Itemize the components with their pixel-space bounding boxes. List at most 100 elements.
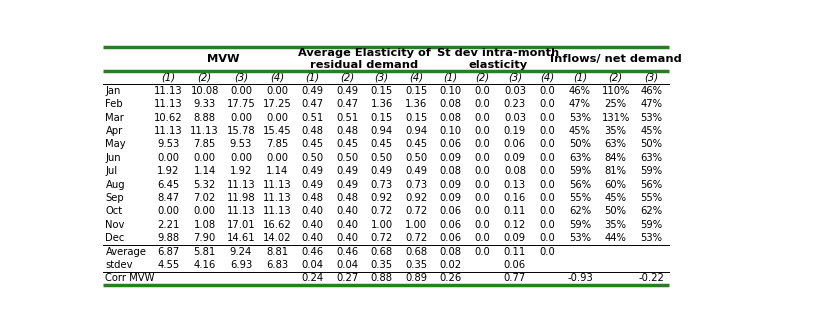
Text: 0.15: 0.15 [405,86,427,96]
Text: -0.22: -0.22 [639,274,664,283]
Text: 0.0: 0.0 [539,233,555,243]
Text: 0.00: 0.00 [267,153,288,163]
Text: 0.0: 0.0 [475,206,491,216]
Text: 17.75: 17.75 [226,99,255,109]
Text: 0.0: 0.0 [539,220,555,230]
Text: 8.47: 8.47 [157,193,179,203]
Text: 0.46: 0.46 [302,247,323,257]
Text: 15.78: 15.78 [226,126,255,136]
Text: 0.11: 0.11 [504,206,526,216]
Text: 6.87: 6.87 [157,247,179,257]
Text: 53%: 53% [640,113,663,123]
Text: 0.12: 0.12 [504,220,526,230]
Text: 0.24: 0.24 [302,274,323,283]
Text: 0.68: 0.68 [405,247,427,257]
Text: 0.40: 0.40 [336,220,358,230]
Text: 0.00: 0.00 [157,153,179,163]
Text: 0.51: 0.51 [301,113,323,123]
Text: 0.0: 0.0 [475,180,491,190]
Text: 0.27: 0.27 [336,274,358,283]
Text: 11.13: 11.13 [154,86,183,96]
Text: 0.06: 0.06 [439,206,462,216]
Text: (4): (4) [409,72,423,82]
Text: 55%: 55% [569,193,591,203]
Text: 45%: 45% [640,126,663,136]
Text: 59%: 59% [569,220,591,230]
Text: 62%: 62% [569,206,591,216]
Text: 0.0: 0.0 [475,140,491,149]
Text: 0.45: 0.45 [405,140,427,149]
Text: 0.08: 0.08 [439,166,462,176]
Text: 0.10: 0.10 [439,86,462,96]
Text: stdev: stdev [105,260,133,270]
Text: 0.40: 0.40 [336,233,358,243]
Text: 0.0: 0.0 [475,126,491,136]
Text: 0.10: 0.10 [439,126,462,136]
Text: 0.0: 0.0 [539,86,555,96]
Text: 7.85: 7.85 [193,140,216,149]
Text: 0.92: 0.92 [405,193,427,203]
Text: 131%: 131% [602,113,630,123]
Text: 0.06: 0.06 [439,220,462,230]
Text: 9.24: 9.24 [230,247,252,257]
Text: 0.00: 0.00 [230,86,252,96]
Text: 0.48: 0.48 [302,193,323,203]
Text: 0.00: 0.00 [267,113,288,123]
Text: 0.03: 0.03 [504,113,526,123]
Text: 7.02: 7.02 [193,193,216,203]
Text: 0.49: 0.49 [302,166,323,176]
Text: 1.36: 1.36 [405,99,427,109]
Text: 0.0: 0.0 [539,180,555,190]
Text: 5.81: 5.81 [193,247,216,257]
Text: Jun: Jun [105,153,121,163]
Text: 17.01: 17.01 [226,220,255,230]
Text: (2): (2) [609,72,623,82]
Text: 9.53: 9.53 [230,140,252,149]
Text: 0.0: 0.0 [539,193,555,203]
Text: 11.13: 11.13 [226,206,255,216]
Text: 0.04: 0.04 [336,260,358,270]
Text: 0.06: 0.06 [504,260,526,270]
Text: 7.85: 7.85 [266,140,288,149]
Text: 46%: 46% [569,86,591,96]
Text: Dec: Dec [105,233,125,243]
Text: Apr: Apr [105,126,123,136]
Text: Feb: Feb [105,99,123,109]
Text: 1.00: 1.00 [370,220,393,230]
Text: 10.62: 10.62 [154,113,183,123]
Text: 0.0: 0.0 [539,206,555,216]
Text: Nov: Nov [105,220,125,230]
Text: 55%: 55% [640,193,663,203]
Text: Sep: Sep [105,193,124,203]
Text: 62%: 62% [640,206,663,216]
Text: 15.45: 15.45 [263,126,291,136]
Text: 0.0: 0.0 [475,233,491,243]
Text: 25%: 25% [605,99,627,109]
Text: 7.90: 7.90 [193,233,216,243]
Text: 0.50: 0.50 [302,153,323,163]
Text: (3): (3) [508,72,522,82]
Text: 45%: 45% [569,126,591,136]
Text: 0.13: 0.13 [504,180,526,190]
Text: Jan: Jan [105,86,121,96]
Text: 63%: 63% [605,140,626,149]
Text: 0.40: 0.40 [302,233,323,243]
Text: 60%: 60% [605,180,626,190]
Text: 0.09: 0.09 [439,193,462,203]
Text: 63%: 63% [569,153,591,163]
Text: 1.92: 1.92 [230,166,252,176]
Text: MVW: MVW [207,54,239,64]
Text: 1.00: 1.00 [405,220,427,230]
Text: 0.49: 0.49 [302,86,323,96]
Text: Mar: Mar [105,113,124,123]
Text: 0.06: 0.06 [439,233,462,243]
Text: 11.13: 11.13 [190,126,219,136]
Text: 0.0: 0.0 [475,113,491,123]
Text: 0.49: 0.49 [405,166,427,176]
Text: 0.92: 0.92 [370,193,393,203]
Text: 0.77: 0.77 [504,274,526,283]
Text: 0.47: 0.47 [302,99,323,109]
Text: 50%: 50% [569,140,591,149]
Text: 47%: 47% [640,99,663,109]
Text: Jul: Jul [105,166,118,176]
